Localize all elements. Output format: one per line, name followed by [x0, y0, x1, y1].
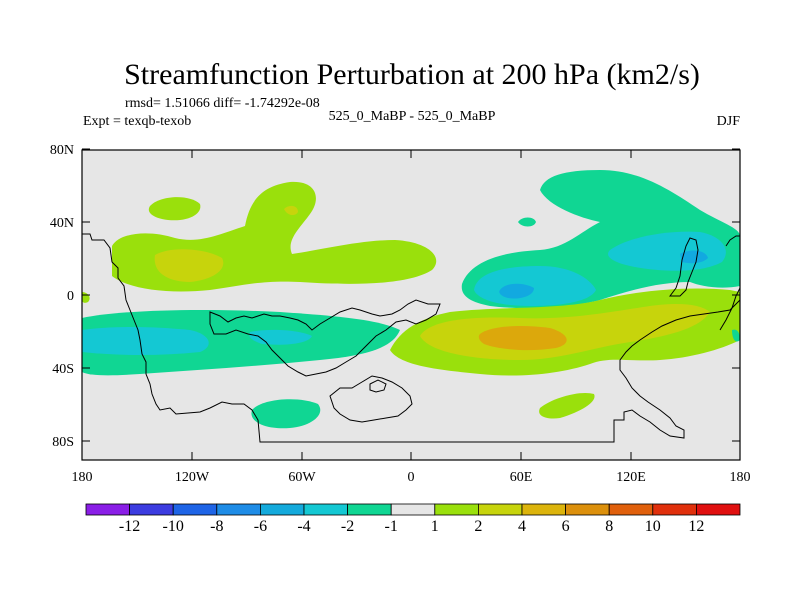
pos-blob-south-east	[539, 392, 595, 419]
pos-dot-north	[284, 205, 298, 216]
y-tick-label: 80S	[52, 435, 74, 450]
colorbar-swatch	[608, 503, 654, 516]
y-axis	[82, 148, 740, 442]
colorbar-swatch	[347, 503, 392, 516]
season-label: DJF	[717, 114, 741, 129]
australia-outline	[329, 375, 413, 423]
y-tick-label: 40S	[52, 362, 74, 377]
coastlines	[82, 233, 740, 443]
neg-strong-east	[499, 283, 534, 299]
colorbar-swatch	[521, 503, 566, 516]
colorbar-label: -4	[297, 518, 310, 535]
pos-core-north	[154, 249, 224, 282]
americas-outline	[82, 233, 740, 443]
colorbar-swatch	[696, 503, 741, 516]
neg-strong-east-2	[680, 250, 708, 264]
colorbar-swatch	[477, 503, 523, 516]
colorbar-swatch	[652, 503, 697, 516]
x-tick-label: 180	[730, 470, 751, 485]
map-title: Streamfunction Perturbation at 200 hPa (…	[124, 58, 700, 91]
colorbar-label: 8	[605, 518, 613, 535]
colorbar-label: 4	[518, 518, 526, 535]
colorbar-swatch	[216, 503, 261, 516]
x-tick-label: 60W	[288, 470, 316, 485]
colorbar-label: -8	[210, 518, 223, 535]
colorbar-label: -12	[119, 518, 140, 535]
neg-sliver-east-edge	[732, 329, 740, 342]
colorbar-swatch	[259, 503, 305, 516]
x-tick-labels: 180 120W 60W 0 60E 120E 180	[72, 470, 751, 485]
y-tick-label: 0	[67, 289, 74, 304]
colorbar-label: 6	[562, 518, 570, 535]
neg-blob-south	[251, 399, 321, 429]
asia-east-outline	[669, 237, 699, 297]
colorbar-swatch	[434, 503, 479, 516]
stats-label: rmsd= 1.51066 diff= -1.74292e-08	[125, 96, 320, 111]
experiment-label: Expt = texqb-texob	[83, 114, 191, 129]
neg-blob-north-small	[518, 217, 536, 227]
colorbar-swatch	[390, 503, 436, 516]
colorbar-swatch	[129, 503, 174, 516]
colorbar-label: -1	[385, 518, 398, 535]
colorbar-label: 2	[474, 518, 482, 535]
africa-outline	[209, 299, 441, 377]
colorbar-swatch	[172, 503, 218, 516]
island-outline	[369, 379, 387, 393]
neg-core-west	[82, 327, 209, 355]
y-tick-label: 40N	[50, 216, 74, 231]
plot-area	[81, 149, 741, 461]
colorbar	[85, 503, 741, 516]
colorbar-label: 10	[645, 518, 661, 535]
y-tick-label: 80N	[50, 143, 74, 158]
colorbar-swatch	[85, 503, 130, 516]
colorbar-swatch	[565, 503, 610, 516]
east-edge-outline	[719, 287, 740, 331]
x-tick-label: 180	[72, 470, 93, 485]
x-tick-label: 0	[408, 470, 415, 485]
colorbar-label: 12	[688, 518, 704, 535]
x-tick-label: 120W	[175, 470, 210, 485]
colorbar-label: -2	[341, 518, 354, 535]
east-edge-outline-2	[725, 235, 740, 247]
colorbar-label: 1	[431, 518, 439, 535]
x-tick-label: 60E	[510, 470, 533, 485]
colorbar-label: -6	[254, 518, 267, 535]
center-label: 525_0_MaBP - 525_0_MaBP	[329, 109, 496, 124]
y-tick-labels: 80N 40N 0 40S 80S	[50, 143, 74, 450]
neg-band-west	[82, 310, 400, 376]
colorbar-labels: -12 -10 -8 -6 -4 -2 -1 1 2 4 6 8 10 12	[119, 518, 704, 535]
colorbar-swatch	[303, 503, 348, 516]
pos-strong-east	[478, 326, 567, 351]
x-axis	[81, 150, 741, 460]
pos-blob-nw	[148, 197, 201, 221]
x-tick-label: 120E	[616, 470, 646, 485]
colorbar-label: -10	[163, 518, 184, 535]
